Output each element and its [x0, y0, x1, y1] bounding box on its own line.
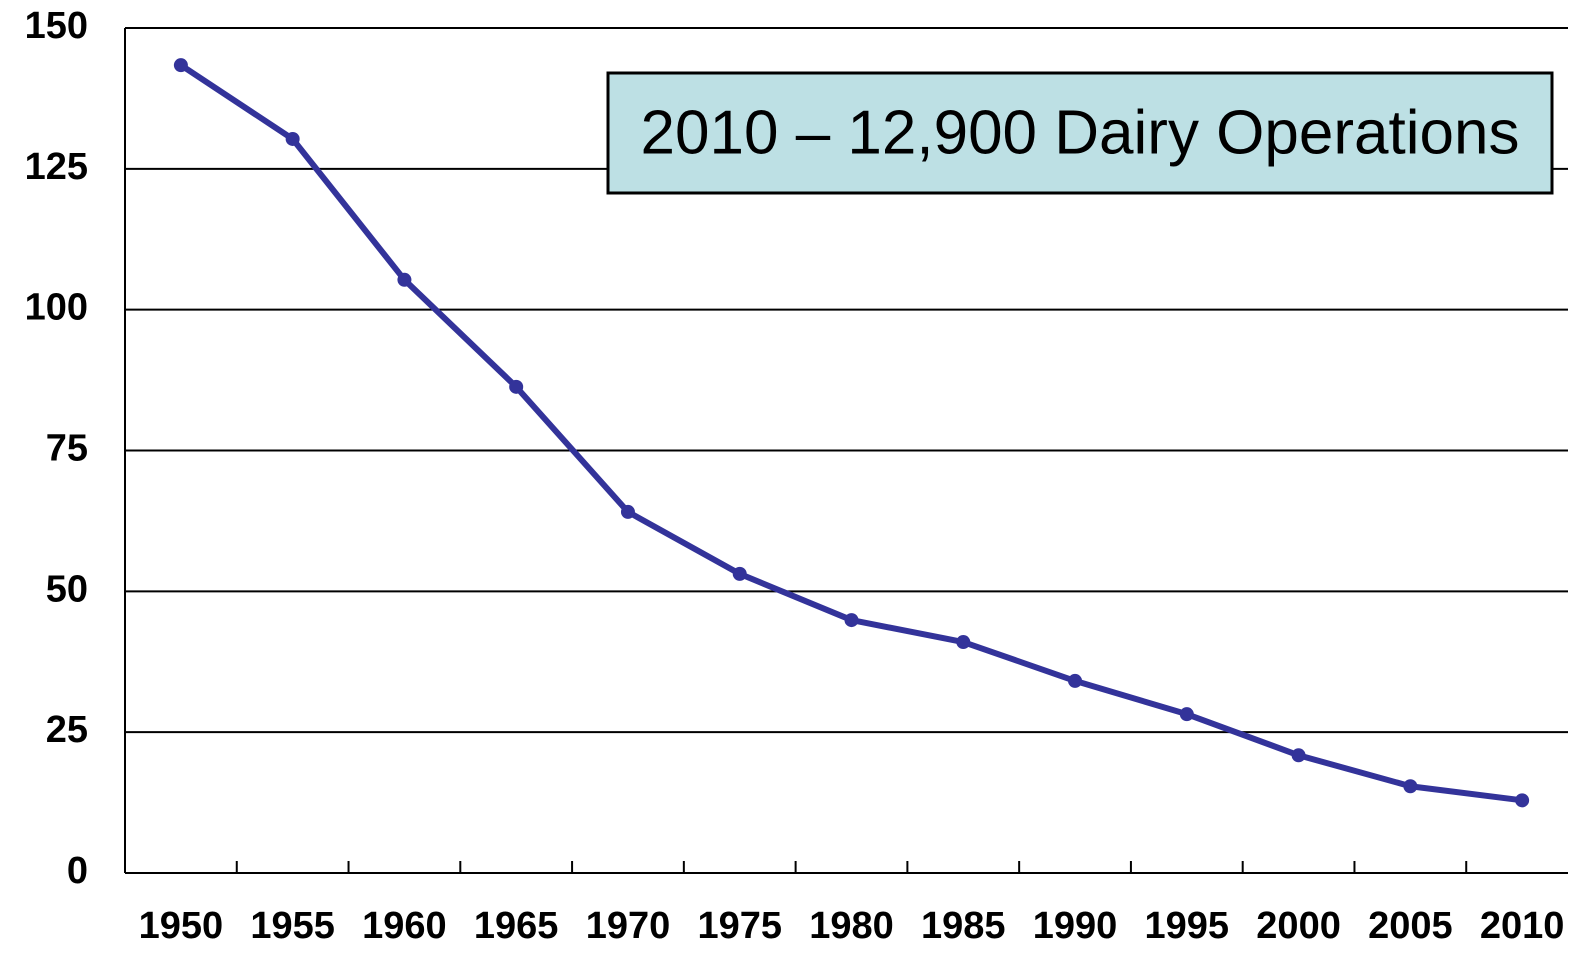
point — [1291, 748, 1306, 763]
y-tick-label: 125 — [25, 146, 88, 188]
y-tick-label: 100 — [25, 287, 88, 329]
x-tick-label: 1985 — [921, 905, 1006, 947]
point — [732, 566, 747, 581]
x-tick-label: 1955 — [250, 905, 335, 947]
y-tick-label: 75 — [46, 428, 88, 470]
point — [397, 272, 412, 287]
point — [1068, 673, 1083, 688]
annotation: 2010 – 12,900 Dairy Operations — [641, 98, 1520, 167]
x-tick-label: 2000 — [1256, 905, 1341, 947]
point — [1515, 793, 1530, 808]
x-tick-label: 1975 — [697, 905, 782, 947]
x-tick-label: 1995 — [1145, 905, 1230, 947]
annotation-box — [606, 71, 1554, 195]
x-tick-label: 2005 — [1368, 905, 1453, 947]
point — [509, 379, 524, 394]
x-tick-label: 1960 — [362, 905, 447, 947]
y-tick-label: 25 — [46, 709, 88, 751]
x-tick-label: 1965 — [474, 905, 559, 947]
x-tick-label: 2010 — [1480, 905, 1565, 947]
x-tick-label: 1980 — [809, 905, 894, 947]
point — [1403, 779, 1418, 794]
point — [173, 58, 188, 73]
x-tick-label: 1970 — [586, 905, 671, 947]
point — [620, 504, 635, 519]
y-tick-label: 50 — [46, 568, 88, 610]
x-tick-label: 1950 — [139, 905, 224, 947]
x-tick-label: 1990 — [1033, 905, 1118, 947]
y-tick-label: 150 — [25, 5, 88, 47]
point — [956, 635, 971, 650]
point — [844, 613, 859, 628]
point — [285, 131, 300, 146]
y-tick-label: 0 — [67, 850, 88, 892]
point — [1179, 707, 1194, 722]
